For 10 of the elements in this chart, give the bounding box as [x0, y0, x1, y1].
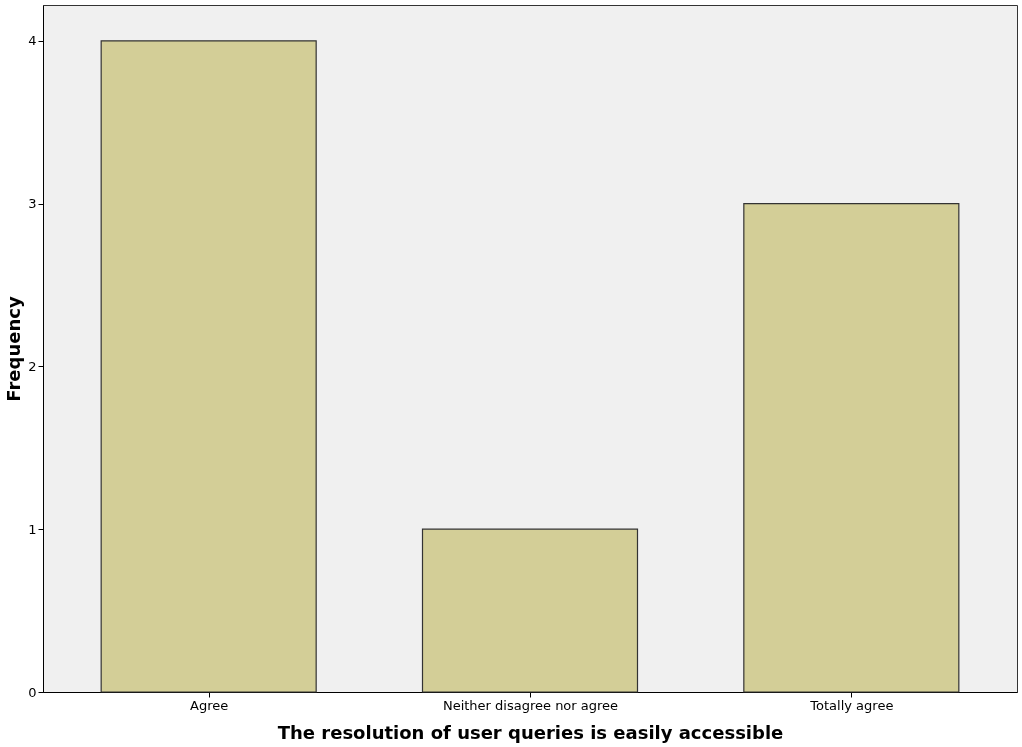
y-tick-label: 1 — [28, 521, 37, 537]
y-tick-label: 4 — [28, 33, 37, 49]
y-tick-label: 2 — [28, 358, 37, 374]
x-tick-label: Neither disagree nor agree — [442, 697, 619, 713]
x-tick-label: Agree — [190, 697, 229, 713]
y-tick-label: 3 — [28, 196, 37, 212]
x-axis-title: The resolution of user queries is easily accessible — [277, 721, 784, 743]
y-tick-label: 0 — [28, 684, 37, 700]
x-tick-label: Totally agree — [809, 697, 894, 713]
y-axis-title: Frequency — [3, 296, 25, 402]
